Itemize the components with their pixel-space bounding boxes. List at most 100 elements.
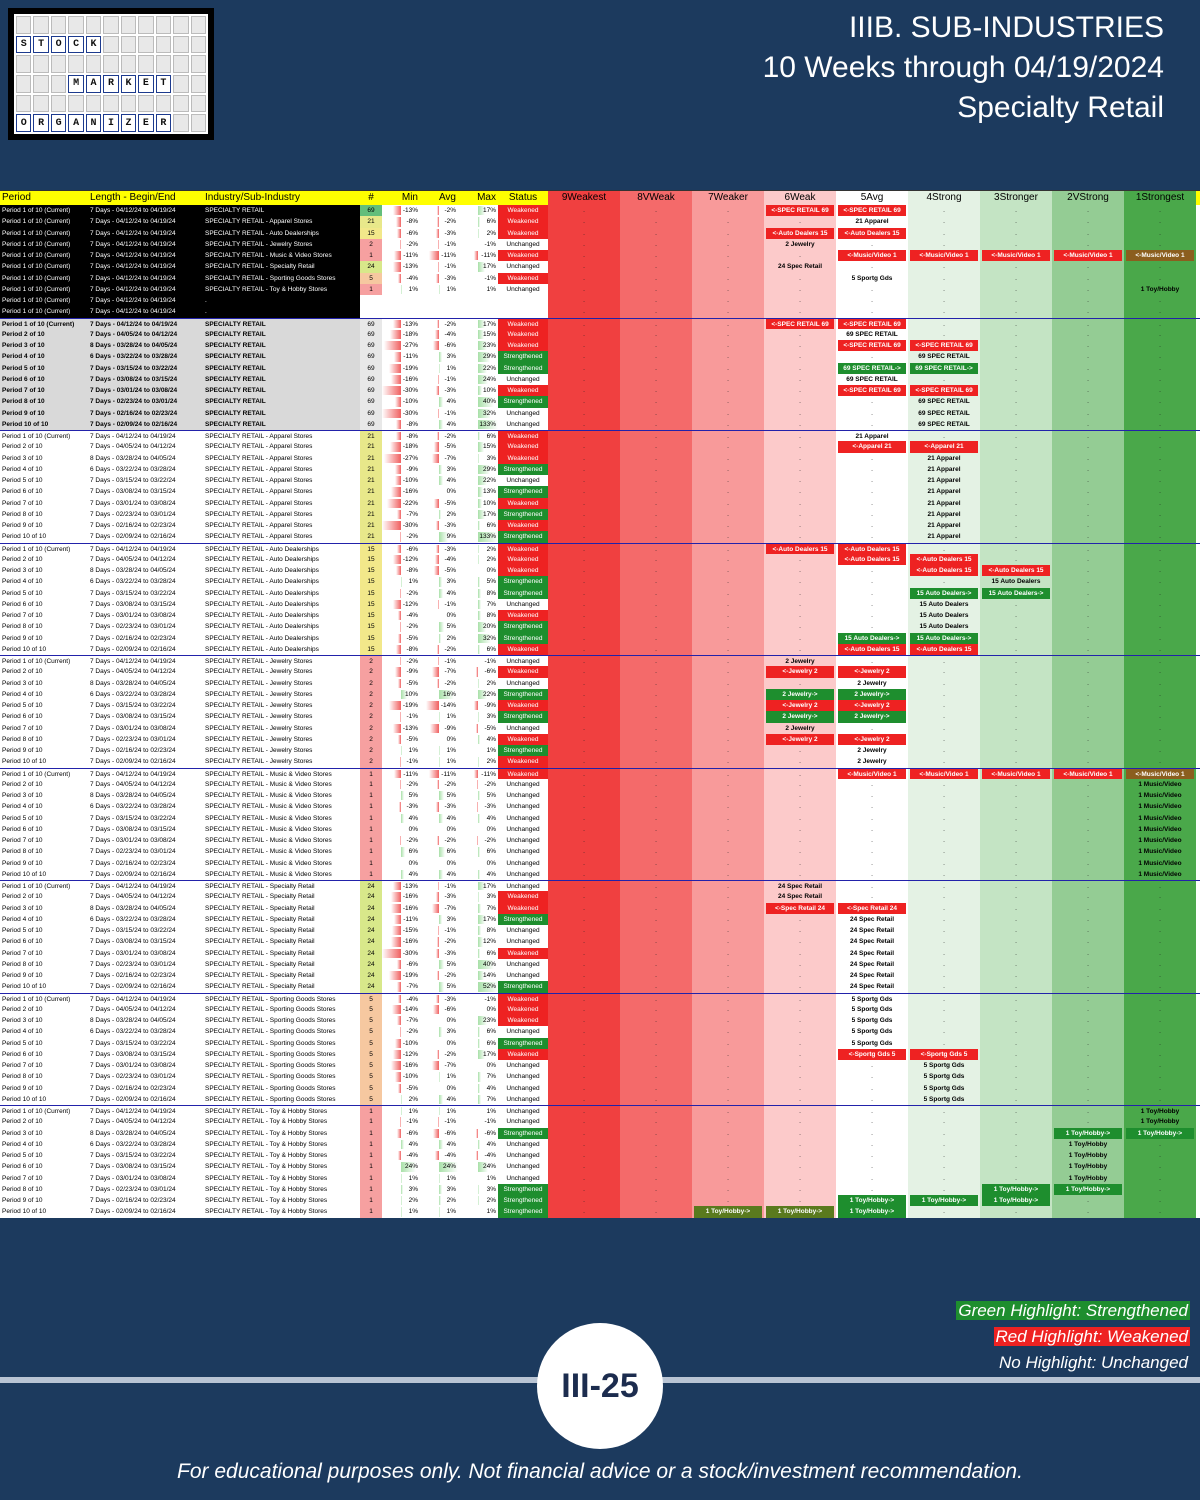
avg-cell: -6% bbox=[420, 1004, 458, 1015]
strength-chip: <-Music/Video 1 bbox=[1054, 250, 1122, 262]
zone-cell: 69 SPEC RETAIL bbox=[908, 407, 980, 419]
zone-cell: . bbox=[620, 475, 692, 487]
count-cell-text: 2 bbox=[369, 679, 373, 687]
avg-cell-text: -7% bbox=[444, 668, 456, 676]
zone-cell: . bbox=[1052, 1026, 1124, 1038]
avg-cell: -6% bbox=[420, 1128, 458, 1139]
zone-cell: . bbox=[620, 553, 692, 565]
min-cell-text: -13% bbox=[402, 207, 418, 214]
length-cell-text: 7 Days - 03/08/24 to 03/15/24 bbox=[90, 825, 176, 833]
min-cell-text: -8% bbox=[406, 433, 418, 440]
status-cell: Weakened bbox=[498, 318, 548, 329]
logo-letter-cell bbox=[155, 35, 172, 54]
table-row: Period 6 of 10 7 Days - 03/08/24 to 03/15… bbox=[0, 711, 1200, 723]
zone-cell: . bbox=[548, 362, 620, 374]
period-cell: Period 2 of 10 bbox=[0, 441, 88, 452]
count-cell-text: 2 bbox=[369, 668, 373, 676]
count-cell: 21 bbox=[360, 431, 382, 442]
avg-cell-text: -2% bbox=[444, 938, 456, 946]
length-cell-text: 7 Days - 02/16/24 to 02/23/24 bbox=[90, 1197, 176, 1204]
period-cell: Period 4 of 10 bbox=[0, 689, 88, 700]
min-cell: 1% bbox=[382, 1106, 420, 1116]
avg-cell: 4% bbox=[420, 588, 458, 599]
status-cell: Weakened bbox=[498, 666, 548, 678]
zone-cell: . bbox=[836, 351, 908, 363]
max-cell: 29% bbox=[458, 351, 498, 362]
zone-cell: 1 Music/Video bbox=[1124, 778, 1196, 790]
zone-cell: . bbox=[692, 1026, 764, 1038]
count-cell: 24 bbox=[360, 881, 382, 892]
zone-cell: . bbox=[1052, 1116, 1124, 1128]
zone-cell: 15 Auto Dealers bbox=[980, 576, 1052, 588]
status-cell: Unchanged bbox=[498, 790, 548, 801]
count-cell-text: 5 bbox=[369, 1050, 373, 1058]
max-cell: -5% bbox=[458, 723, 498, 734]
table-row: Period 5 of 10 7 Days - 03/15/24 to 03/22… bbox=[0, 812, 1200, 824]
industry-cell-text: SPECIALTY RETAIL - Music & Video Stores bbox=[205, 825, 332, 833]
period-cell-text: Period 1 of 10 (Current) bbox=[2, 545, 71, 553]
length-cell-text: 7 Days - 02/09/24 to 02/16/24 bbox=[90, 420, 178, 428]
min-cell-text: 10% bbox=[404, 690, 418, 698]
zone-cell: . bbox=[692, 216, 764, 228]
count-cell: 21 bbox=[360, 441, 382, 453]
strength-chip: <-Spec Retail 24 bbox=[838, 902, 906, 914]
avg-cell-text: 0% bbox=[446, 735, 456, 743]
period-cell: Period 4 of 10 bbox=[0, 464, 88, 475]
industry-cell-text: SPECIALTY RETAIL - Sporting Goods Stores bbox=[205, 1005, 336, 1013]
zone-cell: 1 Toy/Hobby-> bbox=[980, 1195, 1052, 1207]
strength-chip: 69 SPEC RETAIL bbox=[846, 330, 898, 338]
zone-cell: . bbox=[548, 227, 620, 239]
zone-cell: . bbox=[548, 1082, 620, 1094]
strength-chip: 21 Apparel bbox=[927, 488, 961, 496]
max-cell: 40% bbox=[458, 959, 498, 970]
table-row: Period 1 of 10 (Current) 7 Days - 04/12/2… bbox=[0, 767, 1200, 779]
period-cell: Period 5 of 10 bbox=[0, 588, 88, 599]
count-cell: 15 bbox=[360, 643, 382, 655]
avg-cell: -1% bbox=[420, 599, 458, 610]
industry-cell: SPECIALTY RETAIL bbox=[203, 418, 360, 430]
max-cell-text: 4% bbox=[486, 1084, 496, 1092]
column-header: 3Stronger bbox=[980, 191, 1052, 205]
zone-cell: 1 Toy/Hobby bbox=[1124, 283, 1196, 295]
status-cell: Strengthened bbox=[498, 531, 548, 543]
industry-cell: SPECIALTY RETAIL - Jewelry Stores bbox=[203, 666, 360, 677]
status-cell-text: Unchanged bbox=[506, 1095, 540, 1103]
industry-cell-text: SPECIALTY RETAIL bbox=[205, 330, 266, 338]
period-cell: Period 6 of 10 bbox=[0, 936, 88, 947]
logo-letter-cell bbox=[155, 94, 172, 113]
avg-cell: 0% bbox=[420, 824, 458, 835]
industry-cell: SPECIALTY RETAIL - Auto Dealerships bbox=[203, 576, 360, 587]
zone-cell: . bbox=[1124, 756, 1196, 768]
zone-cell: 15 Auto Dealers bbox=[908, 598, 980, 610]
zone-cell: . bbox=[620, 1060, 692, 1072]
length-cell-text: 7 Days - 02/23/24 to 03/01/24 bbox=[90, 398, 178, 406]
avg-cell: 0% bbox=[420, 486, 458, 497]
value-bar bbox=[401, 1094, 403, 1104]
avg-cell: 4% bbox=[420, 813, 458, 824]
logo-letter-cell bbox=[138, 94, 154, 113]
zone-cell: . bbox=[764, 1082, 836, 1094]
industry-cell-text: SPECIALTY RETAIL - Jewelry Stores bbox=[205, 747, 313, 754]
min-cell: -2% bbox=[382, 656, 420, 666]
zone-cell: . bbox=[908, 868, 980, 880]
zone-cell: . bbox=[980, 1026, 1052, 1038]
industry-cell: SPECIALTY RETAIL - Toy & Hobby Stores bbox=[203, 1206, 360, 1217]
count-cell: 1 bbox=[360, 790, 382, 802]
period-cell: Period 10 of 10 bbox=[0, 756, 88, 767]
length-cell-text: 7 Days - 03/08/24 to 03/15/24 bbox=[90, 488, 176, 496]
min-cell: -6% bbox=[382, 544, 420, 554]
period-cell: Period 1 of 10 (Current) bbox=[0, 216, 88, 228]
zone-cell: . bbox=[764, 553, 836, 565]
min-cell-text: -18% bbox=[402, 443, 418, 451]
min-cell-text: -5% bbox=[406, 1084, 418, 1092]
status-cell: Strengthened bbox=[498, 1183, 548, 1195]
count-cell bbox=[360, 306, 382, 317]
max-cell-text: 2% bbox=[486, 229, 496, 237]
avg-cell-text: -7% bbox=[444, 454, 456, 462]
count-cell-text: 2 bbox=[369, 747, 373, 754]
strength-chip: 2 Jewelry-> bbox=[838, 688, 906, 700]
zone-cell: . bbox=[1052, 902, 1124, 914]
zone-cell: . bbox=[1124, 1015, 1196, 1027]
length-cell: 7 Days - 03/08/24 to 03/15/24 bbox=[88, 373, 203, 385]
zone-cell: . bbox=[908, 656, 980, 667]
